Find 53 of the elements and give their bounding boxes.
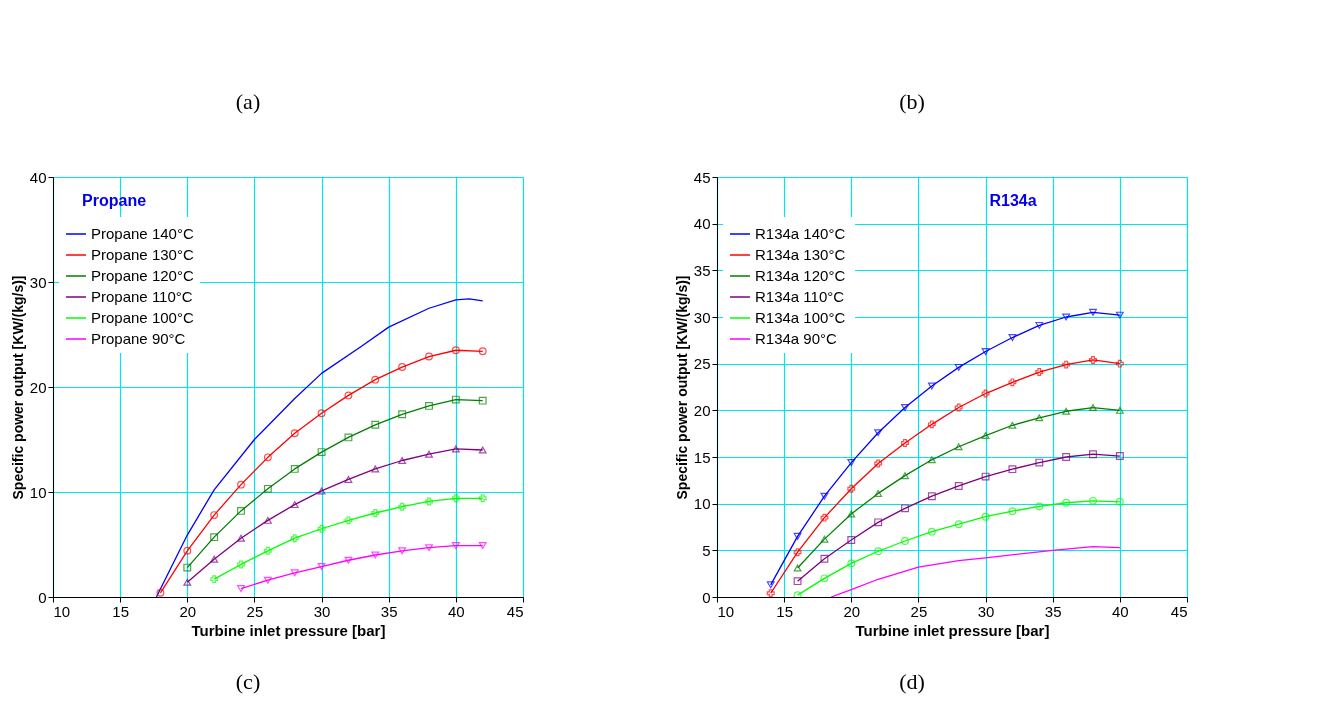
- legend-label: Propane 100°C: [91, 309, 194, 326]
- line-series: [830, 545, 1121, 597]
- legend-label: R134a 120°C: [755, 267, 846, 284]
- y-tick-label: 35: [693, 261, 711, 279]
- legend-label: Propane 130°C: [91, 246, 194, 263]
- legend-label: R134a 140°C: [755, 225, 846, 242]
- y-tick-label: 20: [29, 378, 47, 396]
- x-axis-title: Turbine inlet pressure [bar]: [191, 621, 386, 639]
- y-tick-label: 15: [693, 448, 711, 466]
- y-axis-title: Specific power output [KW/(kg/s)]: [673, 275, 690, 500]
- x-tick-label: 45: [506, 602, 524, 620]
- text: (a): [235, 89, 261, 114]
- x-tick-label: 35: [1044, 602, 1062, 620]
- text: (c): [235, 669, 261, 694]
- legend-label: Propane 110°C: [91, 288, 193, 305]
- y-tick-label: 20: [693, 401, 711, 419]
- x-tick-label: 20: [179, 602, 197, 620]
- legend-label: R134a 110°C: [755, 288, 845, 305]
- y-tick-label: 45: [693, 168, 711, 186]
- legend-label: R134a 90°C: [755, 330, 838, 347]
- x-tick-label: 35: [380, 602, 398, 620]
- legend-label: R134a 130°C: [755, 246, 846, 263]
- y-axis-title: Specific power output [KW/(kg/s)]: [9, 275, 26, 500]
- x-axis-title: Turbine inlet pressure [bar]: [855, 621, 1050, 639]
- y-tick-label: 5: [702, 541, 711, 559]
- y-tick-label: 30: [29, 273, 47, 291]
- x-tick-label: 40: [448, 602, 465, 620]
- x-tick-label: 15: [776, 602, 793, 620]
- text: (d): [899, 669, 925, 694]
- y-tick-label: 25: [693, 355, 711, 373]
- legend-label: Propane 140°C: [91, 225, 194, 242]
- legend-label: Propane 120°C: [91, 267, 194, 284]
- x-tick-label: 25: [910, 602, 928, 620]
- y-tick-label: 30: [693, 308, 711, 326]
- x-tick-label: 30: [977, 602, 995, 620]
- text: R134a: [989, 192, 1037, 209]
- legend-label: R134a 100°C: [755, 309, 846, 326]
- x-tick-label: 45: [1170, 602, 1188, 620]
- text: (b): [899, 89, 925, 114]
- y-tick-label: 10: [693, 495, 711, 513]
- x-tick-label: 15: [112, 602, 129, 620]
- x-tick-label: 10: [53, 602, 71, 620]
- y-tick-label: 40: [29, 168, 47, 186]
- y-tick-label: 0: [38, 588, 47, 606]
- x-tick-label: 10: [717, 602, 735, 620]
- legend-label: Propane 90°C: [91, 330, 186, 347]
- x-tick-label: 20: [843, 602, 861, 620]
- y-tick-label: 10: [29, 483, 47, 501]
- y-tick-label: 40: [693, 215, 711, 233]
- y-tick-label: 0: [702, 588, 711, 606]
- x-tick-label: 40: [1112, 602, 1129, 620]
- x-tick-label: 25: [246, 602, 264, 620]
- x-tick-label: 30: [313, 602, 331, 620]
